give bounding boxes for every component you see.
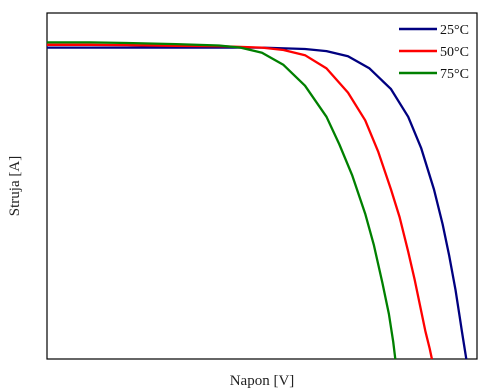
legend-label-1: 25°C [440, 23, 469, 38]
y-axis-label: Struja [A] [7, 156, 23, 216]
legend-label-2: 50°C [440, 45, 469, 60]
plot-area [47, 13, 477, 359]
legend-label-3: 75°C [440, 67, 469, 82]
x-axis-label: Napon [V] [230, 373, 295, 389]
